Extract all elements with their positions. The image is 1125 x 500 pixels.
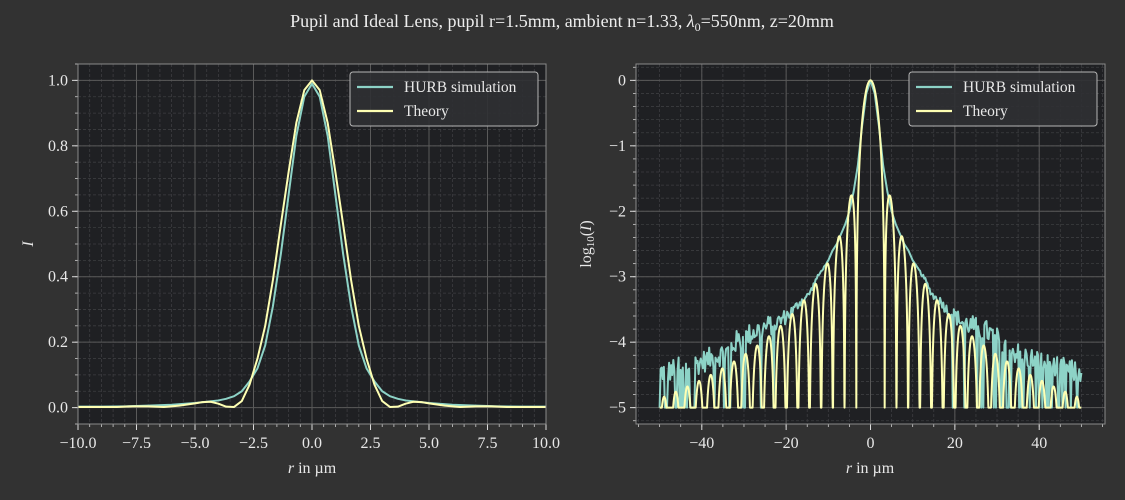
y-tick-label: −1 — [609, 138, 626, 155]
y-tick-label: 0.2 — [48, 334, 68, 351]
y-tick-label: 0.8 — [48, 138, 68, 155]
left-legend-box — [349, 71, 539, 127]
theory-line — [658, 79, 1083, 409]
right-legend: HURB simulation Theory — [908, 71, 1098, 127]
series-group — [658, 79, 1083, 409]
y-tick-label: −4 — [609, 334, 626, 351]
right-legend-box — [908, 71, 1098, 127]
left-x-label-rest: in µm — [294, 460, 337, 477]
y-tick-label: −2 — [609, 203, 626, 220]
x-tick-label: 20 — [947, 435, 963, 452]
right-x-label-var: r — [846, 460, 853, 477]
left-x-axis-label: r in µm — [288, 460, 337, 477]
x-tick-label: 2.5 — [361, 435, 381, 452]
right-y-label-var: I — [578, 225, 595, 232]
x-tick-label: −10.0 — [59, 435, 96, 452]
right-y-label-close: ) — [578, 220, 595, 225]
right-y-axis-label: log10(I) — [578, 220, 597, 267]
left-legend: HURB simulation Theory — [349, 71, 539, 127]
x-tick-label: 40 — [1031, 435, 1047, 452]
right-legend-hurb-label: HURB simulation — [963, 79, 1076, 96]
y-tick-label: 0.4 — [48, 269, 68, 286]
right-x-axis-label: r in µm — [846, 460, 895, 477]
right-y-label-open: ( — [578, 231, 595, 236]
y-tick-label: 0.6 — [48, 203, 68, 220]
x-tick-label: 5.0 — [419, 435, 439, 452]
title-suffix: =550nm, z=20mm — [701, 11, 834, 31]
x-tick-label: 0.0 — [302, 435, 322, 452]
theory-line — [78, 79, 546, 408]
x-tick-label: 7.5 — [478, 435, 498, 452]
right-y-label-sub: 10 — [585, 236, 597, 248]
axes-frame — [635, 63, 1106, 425]
series-group — [78, 79, 546, 408]
left-legend-theory-label: Theory — [404, 103, 449, 120]
log-intensity-plot: −40 −20 0 20 40 0 −1 −2 −3 −4 −5 — [609, 63, 1106, 452]
y-tick-label: 0.0 — [48, 400, 68, 417]
right-legend-theory-label: Theory — [963, 103, 1008, 120]
y-tick-label: −3 — [609, 269, 626, 286]
title-lambda: λ — [686, 11, 695, 31]
x-tick-label: −7.5 — [122, 435, 151, 452]
y-tick-label: 1.0 — [48, 72, 68, 89]
left-x-label-var: r — [288, 460, 295, 477]
title-prefix: Pupil and Ideal Lens, pupil r=1.5mm, amb… — [290, 11, 687, 31]
figure-title: Pupil and Ideal Lens, pupil r=1.5mm, amb… — [290, 11, 834, 34]
axes-frame — [77, 63, 547, 425]
x-tick-label: −20 — [774, 435, 799, 452]
y-tick-label: 0 — [618, 72, 626, 89]
left-legend-hurb-label: HURB simulation — [404, 79, 517, 96]
x-tick-label: 10.0 — [532, 435, 560, 452]
x-tick-label: 0 — [867, 435, 875, 452]
title-lambda-subscript: 0 — [695, 20, 701, 34]
left-y-axis-label: I — [20, 241, 37, 248]
y-tick-label: −5 — [609, 400, 626, 417]
right-y-label-log: log — [578, 247, 595, 267]
x-tick-label: −2.5 — [239, 435, 268, 452]
x-tick-label: −5.0 — [180, 435, 209, 452]
x-tick-label: −40 — [689, 435, 714, 452]
right-x-label-rest: in µm — [852, 460, 895, 477]
